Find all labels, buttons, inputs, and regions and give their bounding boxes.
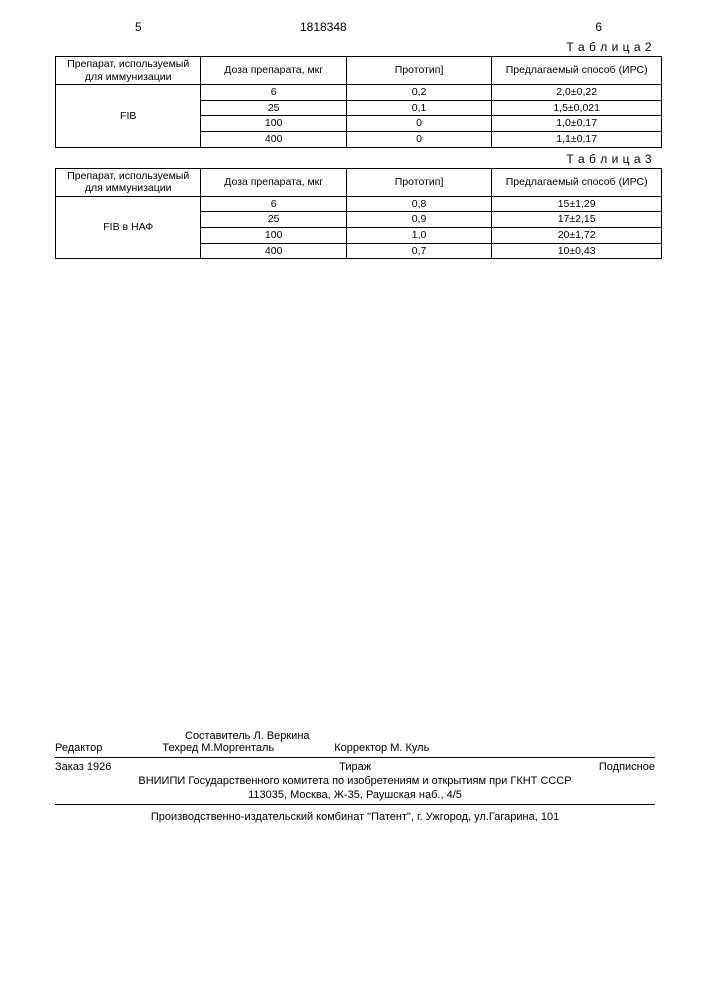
footer: Составитель Л. Веркина Редактор Техред М… <box>55 730 655 823</box>
table2: Препарат, используемый для иммунизации Д… <box>55 56 662 148</box>
table3-h3: Прототип] <box>346 168 491 196</box>
table3-r3-dose: 400 <box>201 243 346 259</box>
table2-r0-proto: 0,2 <box>346 85 491 101</box>
footer-tirazh: Тираж <box>339 761 371 773</box>
table-row: FIB 6 0,2 2,0±0,22 <box>56 85 662 101</box>
table3-caption: Т а б л и ц а 3 <box>55 152 652 166</box>
page-number-left: 5 <box>135 20 142 34</box>
table3-r2-dose: 100 <box>201 227 346 243</box>
table2-r3-irs: 1,1±0,17 <box>492 131 662 147</box>
table2-h4: Предлагаемый способ (ИРС) <box>492 57 662 85</box>
table3-r3-proto: 0,7 <box>346 243 491 259</box>
table2-r3-dose: 400 <box>201 131 346 147</box>
table2-r2-proto: 0 <box>346 116 491 132</box>
table2-r2-irs: 1,0±0,17 <box>492 116 662 132</box>
table2-h3: Прототип] <box>346 57 491 85</box>
footer-publisher: Производственно-издательский комбинат "П… <box>55 811 655 823</box>
footer-subscribe: Подписное <box>599 761 655 773</box>
table2-prep: FIB <box>56 85 201 147</box>
table3-h2: Доза препарата, мкг <box>201 168 346 196</box>
table2-r1-irs: 1,5±0,021 <box>492 100 662 116</box>
table3-r1-proto: 0,9 <box>346 212 491 228</box>
divider <box>55 757 655 758</box>
table3-r1-dose: 25 <box>201 212 346 228</box>
table3-r2-proto: 1,0 <box>346 227 491 243</box>
footer-order: Заказ 1926 <box>55 761 111 773</box>
table3-r3-irs: 10±0,43 <box>492 243 662 259</box>
page-number-right: 6 <box>595 20 602 34</box>
table2-r3-proto: 0 <box>346 131 491 147</box>
table2-h2: Доза препарата, мкг <box>201 57 346 85</box>
table3-h4: Предлагаемый способ (ИРС) <box>492 168 662 196</box>
table-header-row: Препарат, используемый для иммунизации Д… <box>56 57 662 85</box>
table2-r2-dose: 100 <box>201 116 346 132</box>
table3: Препарат, используемый для иммунизации Д… <box>55 168 662 260</box>
table2-r0-irs: 2,0±0,22 <box>492 85 662 101</box>
footer-corrector: Корректор М. Куль <box>334 742 429 754</box>
table2-r1-proto: 0,1 <box>346 100 491 116</box>
footer-techred: Техред М.Моргенталь <box>162 742 274 754</box>
table3-r0-proto: 0,8 <box>346 196 491 212</box>
footer-address: 113035, Москва, Ж-35, Раушская наб., 4/5 <box>55 789 655 801</box>
table-header-row: Препарат, используемый для иммунизации Д… <box>56 168 662 196</box>
table2-r0-dose: 6 <box>201 85 346 101</box>
table2-r1-dose: 25 <box>201 100 346 116</box>
table2-h1: Препарат, используемый для иммунизации <box>56 57 201 85</box>
divider <box>55 804 655 805</box>
footer-org: ВНИИПИ Государственного комитета по изоб… <box>55 775 655 787</box>
table3-r0-irs: 15±1,29 <box>492 196 662 212</box>
document-id: 1818348 <box>300 20 347 34</box>
table3-h1: Препарат, используемый для иммунизации <box>56 168 201 196</box>
table3-r0-dose: 6 <box>201 196 346 212</box>
footer-compiler: Составитель Л. Веркина <box>185 730 655 742</box>
footer-editor: Редактор <box>55 742 102 754</box>
table3-r2-irs: 20±1,72 <box>492 227 662 243</box>
table2-caption: Т а б л и ц а 2 <box>55 40 652 54</box>
table3-r1-irs: 17±2,15 <box>492 212 662 228</box>
table-row: FIB в НАФ 6 0,8 15±1,29 <box>56 196 662 212</box>
table3-prep: FIB в НАФ <box>56 196 201 258</box>
